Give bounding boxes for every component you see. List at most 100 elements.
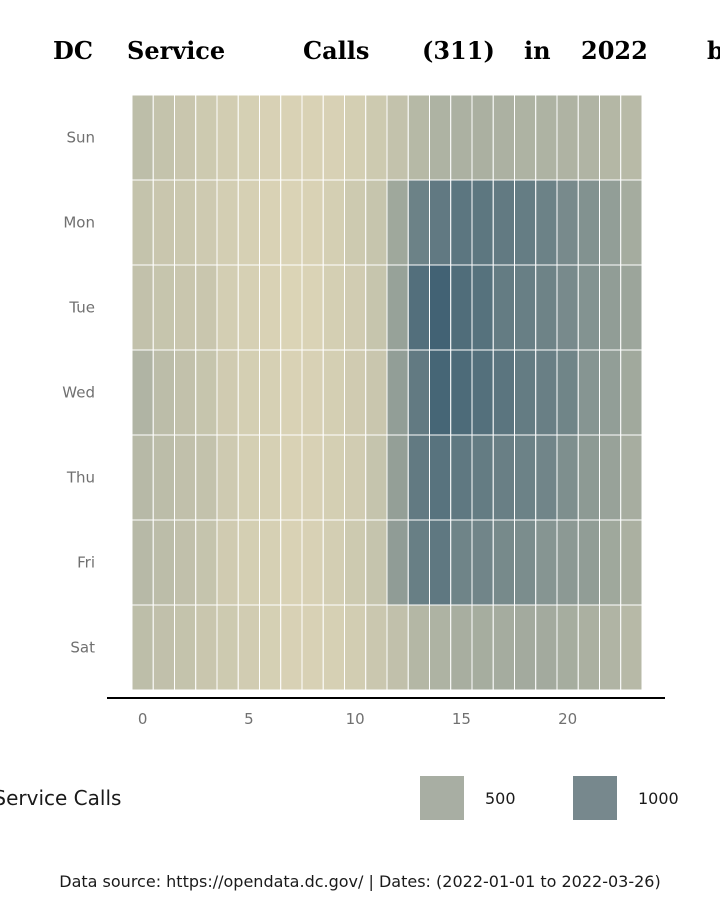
heatmap-cell (237, 519, 260, 606)
heatmap-cell (577, 519, 600, 606)
heatmap-cell (450, 349, 473, 436)
heatmap-cell (450, 434, 473, 521)
heatmap-cell (152, 349, 175, 436)
heatmap-cell (556, 434, 579, 521)
heatmap-cell (322, 94, 345, 181)
heatmap-cell (492, 179, 515, 266)
heatmap-cell (216, 264, 239, 351)
heatmap-cell (237, 179, 260, 266)
heatmap-cell (216, 349, 239, 436)
heatmap-cell (556, 264, 579, 351)
heatmap-cell (514, 349, 537, 436)
heatmap-cell (365, 604, 388, 691)
heatmap-cell (620, 519, 643, 606)
heatmap-cell (365, 179, 388, 266)
heatmap-cell (620, 434, 643, 521)
heatmap-cell (280, 179, 303, 266)
heatmap-cell (577, 264, 600, 351)
heatmap-cell (386, 94, 409, 181)
x-axis-labels: 0 5 10 15 20 (138, 710, 577, 728)
heatmap-cell (195, 519, 218, 606)
title-word: Calls (303, 36, 370, 65)
heatmap-cell (577, 349, 600, 436)
heatmap-cell (450, 264, 473, 351)
heatmap-cell (577, 434, 600, 521)
heatmap-cell (301, 179, 324, 266)
heatmap-cell (131, 434, 154, 521)
heatmap-cell (152, 179, 175, 266)
heatmap-cell (386, 264, 409, 351)
heatmap-cell (301, 94, 324, 181)
heatmap-cell (131, 604, 154, 691)
data-source-caption: Data source: https://opendata.dc.gov/ | … (59, 872, 661, 891)
heatmap-cell (344, 179, 367, 266)
heatmap-cell (237, 94, 260, 181)
heatmap-cell (195, 604, 218, 691)
heatmap-cell (301, 604, 324, 691)
x-tick-label: 20 (558, 710, 577, 728)
title-word: b (707, 36, 720, 65)
heatmap-cell (386, 519, 409, 606)
heatmap-cell (365, 434, 388, 521)
x-tick-label: 5 (244, 710, 254, 728)
heatmap-cell (322, 349, 345, 436)
heatmap-cell (450, 604, 473, 691)
heatmap-cell (216, 604, 239, 691)
heatmap-cell (599, 349, 622, 436)
heatmap-cell (492, 264, 515, 351)
heatmap-cell (259, 94, 282, 181)
heatmap-cell (259, 264, 282, 351)
heatmap-cell (237, 264, 260, 351)
y-tick-label: Tue (68, 299, 95, 317)
heatmap-cell (450, 94, 473, 181)
heatmap-cell (429, 94, 452, 181)
heatmap-cell (344, 264, 367, 351)
heatmap-cell (577, 604, 600, 691)
heatmap-cell (599, 94, 622, 181)
heatmap-cell (535, 519, 558, 606)
heatmap-cell (344, 604, 367, 691)
legend-title: f Service Calls (0, 786, 122, 810)
heatmap-cell (280, 264, 303, 351)
chart-title: DC Service Calls (311) in 2022 b (0, 36, 720, 72)
y-axis-labels: Sun Mon Tue Wed Thu Fri Sat (62, 129, 95, 657)
heatmap-cell (535, 434, 558, 521)
heatmap-cell (514, 94, 537, 181)
heatmap-cell (407, 179, 430, 266)
heatmap-cell (471, 264, 494, 351)
heatmap-cell (365, 349, 388, 436)
heatmap-cell (152, 94, 175, 181)
heatmap-cell (174, 94, 197, 181)
heatmap-cell (131, 179, 154, 266)
title-word: Service (127, 36, 226, 65)
heatmap-cell (301, 519, 324, 606)
heatmap-cell (344, 519, 367, 606)
heatmap-cell (429, 519, 452, 606)
heatmap-cell (599, 434, 622, 521)
y-tick-label: Mon (63, 214, 95, 232)
heatmap-cell (492, 519, 515, 606)
heatmap-cell (237, 349, 260, 436)
heatmap-chart: Sun Mon Tue Wed Thu Fri Sat 0 5 10 15 20 (62, 94, 665, 728)
heatmap-cell (174, 179, 197, 266)
heatmap-cell (259, 604, 282, 691)
y-tick-label: Sun (66, 129, 95, 147)
heatmap-cell (174, 519, 197, 606)
heatmap-cell (131, 349, 154, 436)
heatmap-cell (407, 604, 430, 691)
heatmap-cell (344, 434, 367, 521)
heatmap-cell (280, 94, 303, 181)
heatmap-cell (535, 264, 558, 351)
heatmap-cell (514, 179, 537, 266)
heatmap-cell (514, 264, 537, 351)
heatmap-cell (556, 349, 579, 436)
heatmap-cell (131, 264, 154, 351)
heatmap-cell (599, 519, 622, 606)
heatmap-cell (556, 179, 579, 266)
heatmap-cell (599, 179, 622, 266)
heatmap-cell (365, 94, 388, 181)
heatmap-cell (131, 519, 154, 606)
heatmap-cell (280, 604, 303, 691)
heatmap-cell (216, 519, 239, 606)
heatmap-cell (152, 434, 175, 521)
